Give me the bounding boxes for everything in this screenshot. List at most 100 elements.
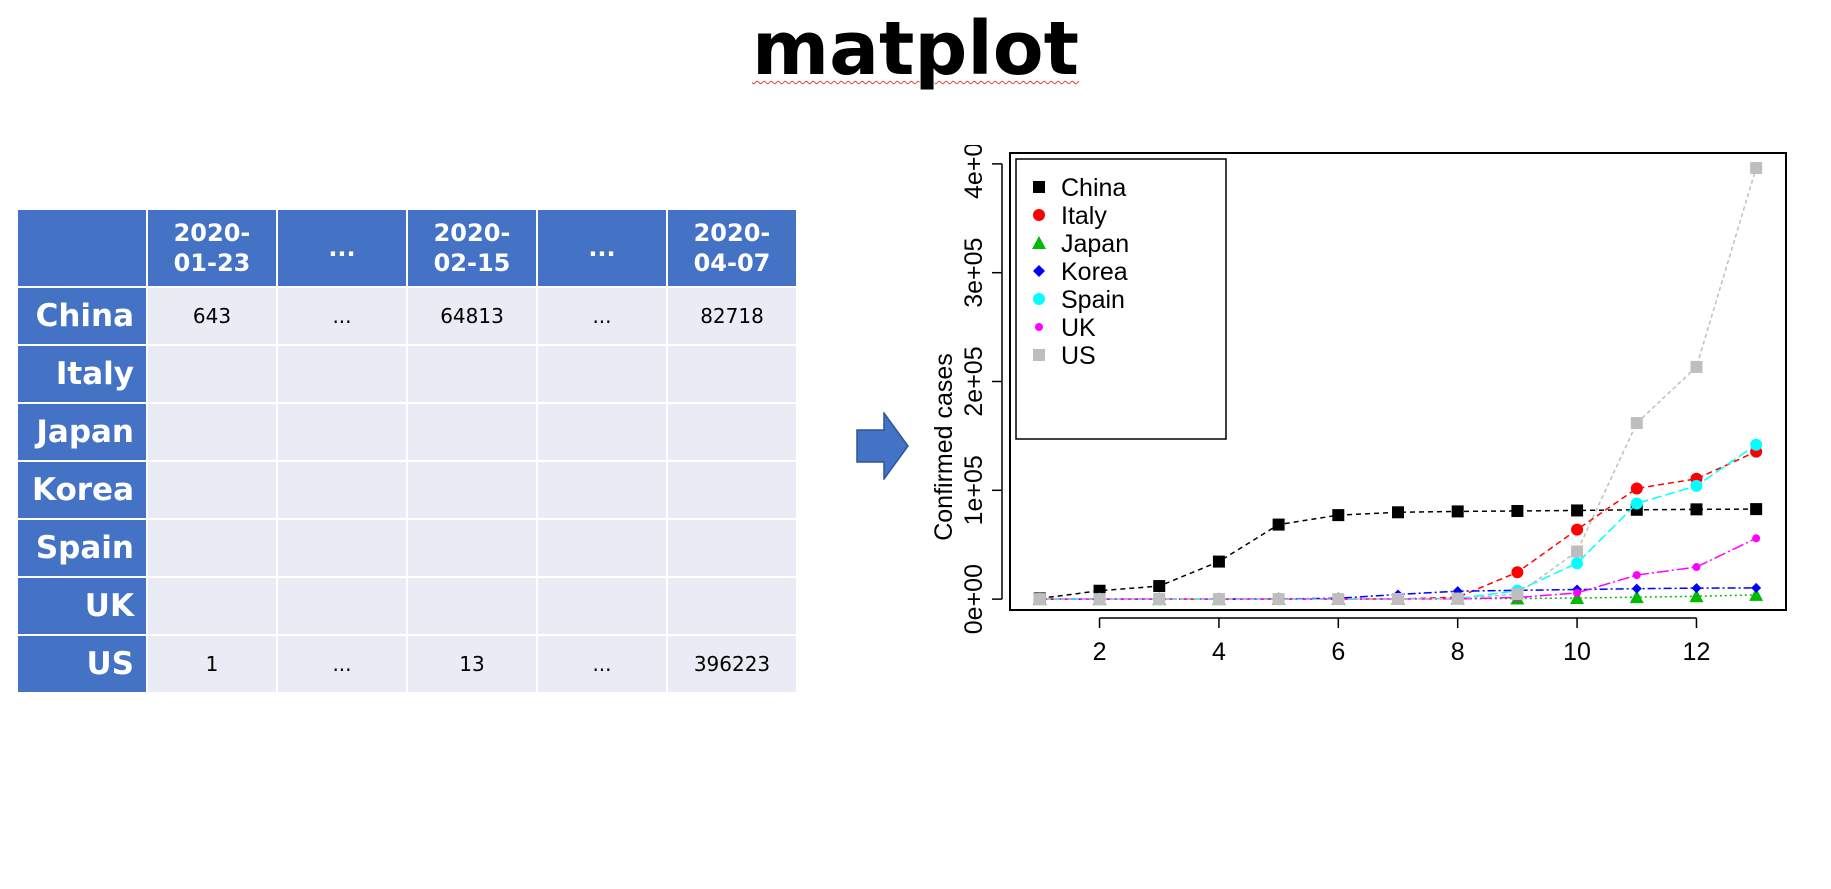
data-point [1332,509,1345,522]
table-cell: 396223 [666,634,798,694]
y-tick-label: 4e+05 [960,145,988,199]
data-point [1153,593,1166,606]
table-cell [536,344,668,404]
data-point [1212,593,1225,606]
data-point [1690,503,1703,516]
data-point [1689,589,1704,603]
data-point [1392,593,1404,606]
column-header: ... [276,208,408,288]
table-cell: ... [536,634,668,694]
chart-series [1032,161,1764,606]
data-point [1571,545,1584,558]
column-header: 2020- 02-15 [406,208,538,288]
legend-marker [1033,293,1045,305]
table-row: Spain [16,518,798,578]
data-point [1033,593,1046,606]
series-italy [1033,445,1763,606]
data-point [1630,482,1643,495]
legend-marker [1033,209,1045,221]
data-point [1631,583,1642,594]
legend-item: Italy [1033,202,1107,230]
table-cell [406,460,538,520]
table-cell [276,402,408,462]
table-row: UK [16,576,798,636]
row-header: Japan [16,402,148,462]
legend-item: US [1033,342,1096,370]
data-point [1752,534,1761,543]
y-tick-label: 1e+05 [960,455,988,525]
table-cell [666,344,798,404]
data-point [1272,518,1285,531]
data-point [1749,587,1764,601]
data-point [1691,583,1702,594]
data-point [1511,504,1524,517]
x-tick-label: 10 [1563,638,1591,666]
data-point [1451,592,1464,605]
column-header: 2020- 04-07 [666,208,798,288]
legend-marker [1033,181,1045,193]
data-point [1632,571,1641,580]
data-point [1511,566,1524,579]
table-row: US 1... 13... 396223 [16,634,798,694]
legend-label: China [1061,174,1126,202]
legend-marker [1032,236,1046,249]
data-point [1332,593,1345,606]
table-cell [406,576,538,636]
table-cell [276,576,408,636]
series-line [1039,450,1757,600]
data-point [1690,479,1703,492]
legend-label: Japan [1061,230,1129,258]
table-cell [536,518,668,578]
data-point [1392,506,1404,519]
data-point [1750,438,1763,451]
data-point [1630,417,1643,430]
data-point [1571,557,1584,570]
x-tick-label: 2 [1093,638,1107,666]
table-cell: ... [276,286,408,346]
y-tick-label: 2e+05 [960,346,988,416]
legend-item: Spain [1033,286,1125,314]
data-point [1750,161,1763,174]
chart-plot-area [1009,152,1787,611]
x-tick-label: 12 [1683,638,1711,666]
table-cell [536,402,668,462]
table-cell [666,518,798,578]
chart-axes: 2 4 6 8 10 12 0e+00 1e+05 2e+05 3e+05 4e+05 [960,145,1710,666]
data-point [1690,360,1703,373]
legend-box [1015,158,1227,440]
table-cell: 64813 [406,286,538,346]
column-header: 2020- 01-23 [146,208,278,288]
data-point [1570,591,1585,605]
table-row: Italy [16,344,798,404]
legend-label: Italy [1061,202,1107,230]
table-cell: ... [276,634,408,694]
row-header: UK [16,576,148,636]
table-cell [406,518,538,578]
table-corner-cell [16,208,148,288]
table-cell [146,402,278,462]
table-cell [146,576,278,636]
confirmed-cases-chart: 2 4 6 8 10 12 0e+00 1e+05 2e+05 3e+05 4e+05 ChinaI… [930,145,1787,666]
table-cell: 13 [406,634,538,694]
table-cell [146,460,278,520]
data-point [1272,593,1285,606]
column-header: ... [536,208,668,288]
data-point [1571,523,1584,536]
legend-label: UK [1061,314,1096,342]
table-cell: ... [536,286,668,346]
table-cell [276,518,408,578]
table-header: 2020- 01-23... 2020- 02-15... 2020- 04-07 [16,208,798,288]
table-body: China 643... 64813... 82718 Italy Japan Korea S… [16,286,798,694]
table-cell: 1 [146,634,278,694]
data-point [1451,505,1464,518]
row-header: Spain [16,518,148,578]
table-header-row: 2020- 01-23... 2020- 02-15... 2020- 04-07 [16,208,798,288]
x-tick-label: 8 [1451,638,1465,666]
slide-title: matplot [0,0,1831,98]
data-point [1629,590,1644,604]
y-tick-label: 3e+05 [960,238,988,308]
data-point [1571,504,1584,517]
legend-item: Japan [1032,230,1129,258]
legend-item: Korea [1033,258,1128,286]
slide-title-text: matplot [752,6,1079,92]
